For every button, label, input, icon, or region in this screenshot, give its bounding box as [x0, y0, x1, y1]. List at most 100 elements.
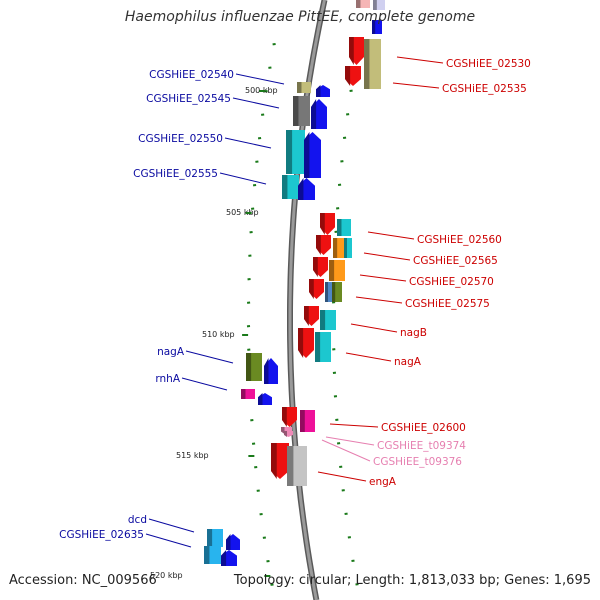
gene-dcd-b	[226, 534, 240, 550]
leader-line	[367, 231, 415, 240]
map-title: Haemophilus influenzae PittEE, complete …	[124, 9, 476, 25]
gene-cgshiee-02575-c	[332, 282, 342, 302]
gene-label: CGSHiEE_02575	[405, 298, 490, 310]
gene-cgshiee-02555	[282, 175, 299, 199]
gene-shade	[313, 257, 318, 277]
leader-line	[363, 252, 411, 261]
gene-cgshiee-02600-b	[300, 410, 315, 432]
gene-shade	[284, 431, 287, 437]
gene-shade	[333, 238, 338, 258]
gene-cgshiee-02540	[297, 82, 311, 93]
tick-510: 510 kbp	[202, 330, 249, 339]
topology-label: Topology: circular; Length: 1,813,033 bp…	[233, 573, 591, 588]
leader-line	[359, 274, 407, 282]
label-cgshiee-02550-left: CGSHiEE_02550	[138, 133, 272, 149]
gene-shade	[337, 219, 342, 236]
gene-shade	[281, 427, 285, 434]
label-cgshiee-t09374-right: CGSHiEE_t09374	[325, 436, 466, 452]
label-dcd-left: dcd	[128, 514, 195, 533]
leader-line	[325, 436, 375, 446]
gene-shade	[332, 282, 336, 302]
leader-line	[148, 518, 195, 533]
gene-cgshiee-02545-b	[311, 99, 327, 129]
gene-nagb-b	[320, 310, 336, 330]
label-cgshiee-02560-right: CGSHiEE_02560	[367, 231, 502, 246]
gene-label: CGSHiEE_02535	[442, 83, 527, 95]
tick-500: 500 kbp	[245, 86, 278, 95]
label-cgshiee-02555-left: CGSHiEE_02555	[133, 168, 267, 185]
gene-naga-right-b	[315, 332, 331, 362]
leader-line	[219, 172, 267, 185]
tick-label: 515 kbp	[176, 451, 209, 460]
gene-shade	[300, 410, 305, 432]
gene-cgshiee-02530b	[345, 66, 361, 86]
gene-cgshiee-02535	[364, 39, 381, 89]
leader-line	[224, 137, 272, 149]
leader-line	[145, 533, 192, 548]
gene-cgshiee-02565-b	[333, 238, 346, 258]
leader-line	[345, 352, 392, 362]
label-cgshiee-02565-right: CGSHiEE_02565	[363, 252, 498, 267]
gene-label: CGSHiEE_02560	[417, 234, 502, 246]
gene-shade	[271, 443, 277, 479]
label-naga-left: nagA	[157, 346, 234, 364]
gene-shade	[309, 279, 314, 299]
gene-cgshiee-t09376	[284, 431, 293, 437]
gene-top-b	[373, 0, 385, 10]
tick-label: 505 kbp	[226, 208, 259, 217]
gene-enga	[271, 443, 289, 479]
tick-label: 510 kbp	[202, 330, 235, 339]
gene-shade	[304, 132, 310, 178]
gene-cgshiee-02560	[320, 213, 335, 235]
gene-nagb	[304, 306, 319, 326]
leader-line	[329, 423, 379, 428]
gene-cgshiee-02550-b	[304, 132, 321, 178]
gene-label: CGSHiEE_02565	[413, 255, 498, 267]
leader-line	[235, 73, 285, 85]
gene-label: CGSHiEE_02555	[133, 168, 218, 180]
tick-label: 520 kbp	[150, 571, 183, 580]
tick-515: 515 kbp	[176, 451, 255, 460]
gene-shade	[372, 20, 376, 34]
gene-shade	[241, 389, 246, 399]
gene-cgshiee-02545	[293, 96, 310, 126]
gene-cgshiee-02565	[316, 235, 331, 255]
leader-line	[317, 471, 367, 482]
label-cgshiee-02635-left: CGSHiEE_02635	[59, 529, 192, 548]
gene-label: nagA	[394, 356, 422, 368]
label-cgshiee-02575-right: CGSHiEE_02575	[355, 296, 490, 310]
accession-label: Accession: NC_009566	[9, 573, 157, 588]
gene-shade	[264, 358, 269, 384]
label-cgshiee-t09376-right: CGSHiEE_t09376	[321, 439, 462, 468]
gene-shade	[221, 550, 227, 566]
gene-label: dcd	[128, 514, 147, 526]
gene-label: CGSHiEE_02530	[446, 58, 531, 70]
gene-label: rnhA	[155, 373, 180, 385]
gene-label: CGSHiEE_02635	[59, 529, 144, 541]
gene-cgshiee-02635	[204, 546, 221, 564]
tick-505: 505 kbp	[226, 208, 259, 217]
gene-shade	[293, 96, 299, 126]
gene-shade	[246, 353, 252, 381]
gene-label: engA	[369, 476, 397, 488]
gene-shade	[356, 0, 361, 8]
gene-naga-left-b	[264, 358, 278, 384]
gene-top-a	[356, 0, 370, 8]
gene-shade	[320, 310, 326, 330]
gene-top-c	[372, 20, 382, 34]
label-naga-right: nagA	[345, 352, 422, 368]
gene-cgshiee-02575-b	[325, 282, 334, 302]
gene-cgshiee-02560-b	[337, 219, 351, 236]
gene-shade	[204, 546, 210, 564]
gene-shade	[282, 407, 287, 427]
gene-enga-b	[287, 446, 307, 486]
gene-shade	[311, 99, 317, 129]
gene-shade	[344, 238, 347, 258]
gene-cgshiee-02555-b	[298, 178, 315, 200]
gene-cgshiee-02635-b	[221, 550, 237, 566]
gene-shade	[298, 178, 304, 200]
gene-shade	[287, 446, 294, 486]
gene-label: CGSHiEE_02600	[381, 422, 466, 434]
gene-shade	[207, 529, 213, 547]
gene-shade	[325, 282, 328, 302]
